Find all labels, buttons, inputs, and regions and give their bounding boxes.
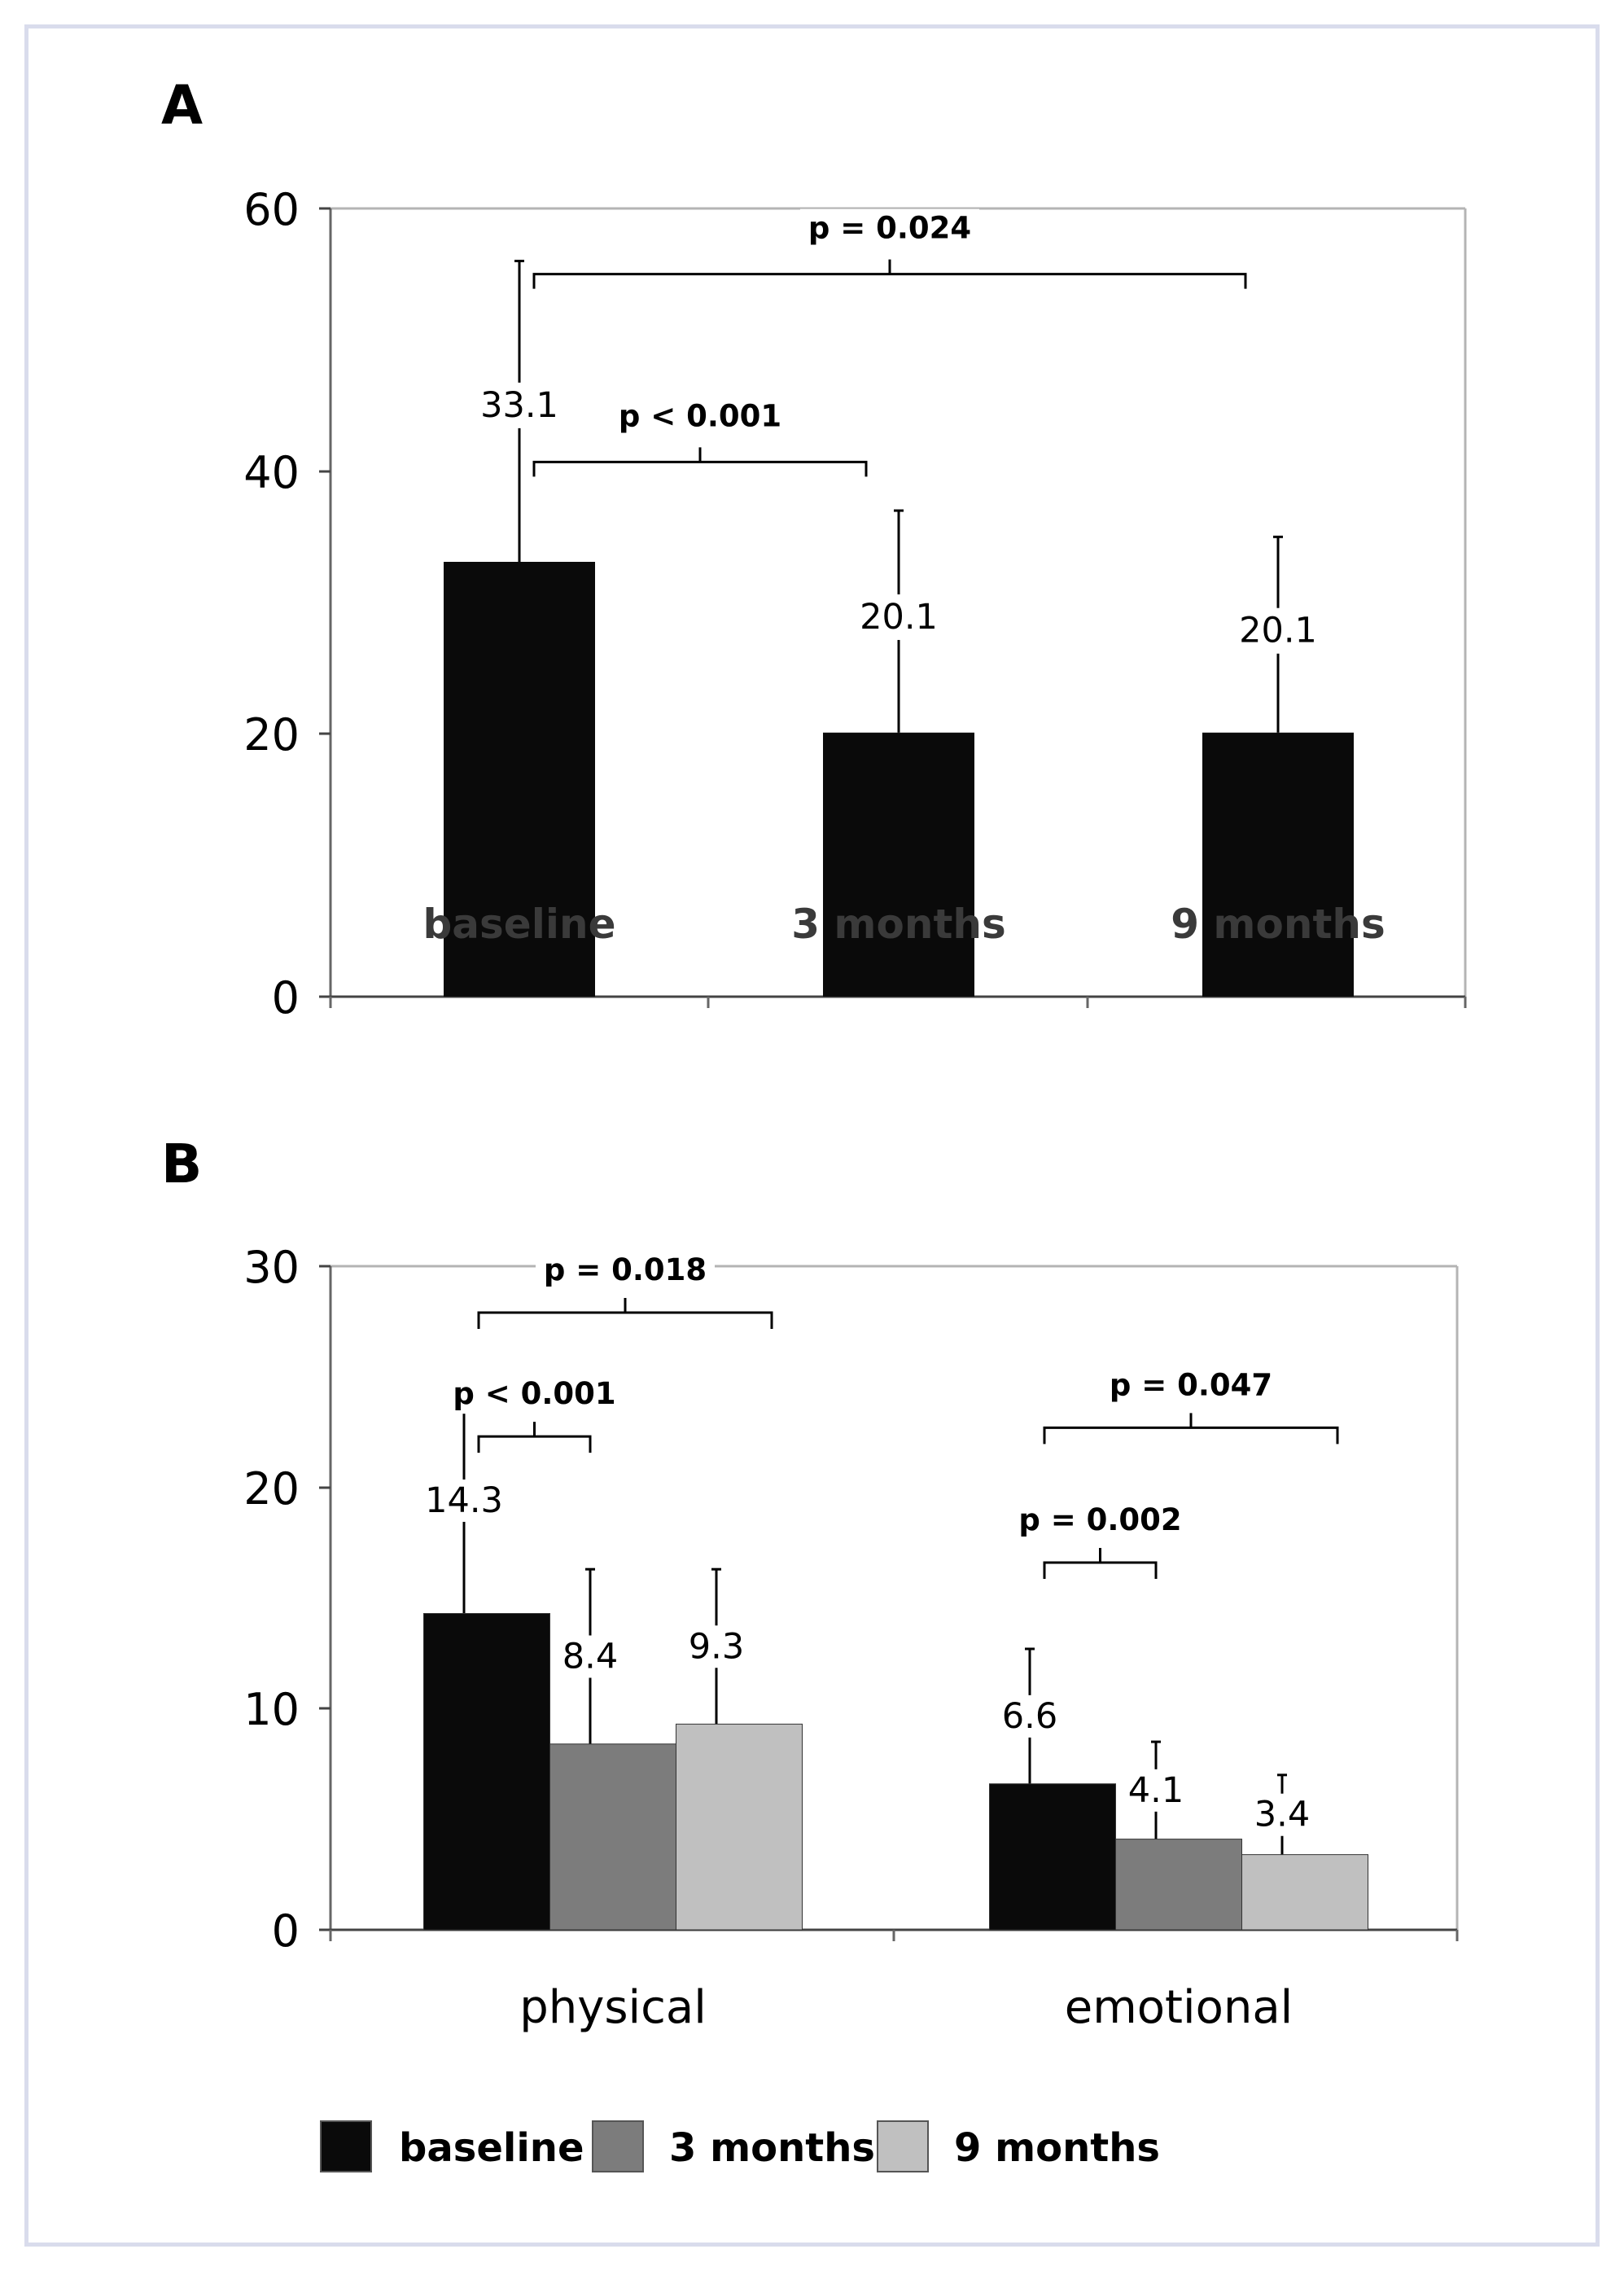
legend-swatch-baseline [320, 2120, 372, 2172]
panel-b-value-label-backing [554, 1635, 626, 1678]
panel-b-value-label-emotional-baseline: 6.6 [1002, 1696, 1057, 1737]
panel-b-significance-label-backing [536, 1251, 715, 1291]
panel-b-value-label-emotional-9-months: 3.4 [1254, 1795, 1310, 1835]
panel-b-value-label-physical-9-months: 9.3 [689, 1626, 744, 1667]
panel-a-value-label-backing [855, 594, 943, 640]
panel-b-significance-label-physical-baseline-9-months: p = 0.018 [544, 1252, 707, 1287]
panel-a-significance-label-baseline-3-months: p < 0.001 [619, 398, 781, 433]
panel-a-category-label-baseline: baseline [423, 901, 616, 948]
panel-a: A 60 40 20 0 [161, 74, 1467, 1024]
panel-b-y-tick-label: 30 [243, 1242, 300, 1293]
panel-a-y-tick-label: 20 [243, 709, 300, 761]
panel-a-significance-label-backing [800, 208, 979, 248]
panel-b-significance-label-backing [1010, 1501, 1190, 1541]
panel-a-category-label-9-months: 9 months [1171, 901, 1385, 948]
panel-b-significance-label-emotional-baseline-3-months: p = 0.002 [1018, 1502, 1181, 1537]
panel-b-y-tick-label: 10 [243, 1684, 300, 1735]
panel-a-y-tick-label: 40 [243, 447, 300, 498]
panel-b-legend: baseline 3 months 9 months [320, 2120, 1160, 2172]
panel-b-value-label-backing [1246, 1793, 1318, 1836]
panel-a-value-label-baseline: 33.1 [480, 385, 558, 426]
panel-a-value-label-backing [1234, 607, 1322, 654]
panel-a-y-tick-label: 0 [272, 972, 300, 1024]
panel-b-group-label-physical: physical [519, 1981, 707, 2034]
panel-b-bar-physical-baseline [423, 1613, 550, 1931]
legend-swatch-3-months [592, 2120, 644, 2172]
panel-a-value-label-9-months: 20.1 [1239, 611, 1317, 651]
panel-a-category-label-3-months: 3 months [791, 901, 1006, 948]
panel-b-y-tick-label: 0 [272, 1905, 300, 1957]
legend-label-9-months: 9 months [954, 2125, 1160, 2171]
panel-b-value-label-physical-baseline: 14.3 [425, 1480, 503, 1521]
panel-a-value-label-backing [475, 382, 563, 428]
panel-a-bar-9-months [1202, 732, 1354, 997]
panel-b-value-label-physical-3-months: 8.4 [562, 1636, 618, 1677]
panel-b-y-tick-label: 20 [243, 1463, 300, 1515]
panel-b-y-ticks: 30 20 10 0 [243, 1242, 330, 1957]
panel-b-significance-label-backing [444, 1374, 624, 1414]
panel-a-y-ticks: 60 40 20 0 [243, 184, 330, 1024]
panel-a-bar-baseline [444, 561, 595, 997]
panel-a-label: A [161, 74, 203, 137]
panel-b-value-label-backing [428, 1479, 500, 1522]
panel-b-bar-emotional-9-months [1241, 1854, 1368, 1931]
panel-b-significance-label-emotional-baseline-9-months: p = 0.047 [1110, 1367, 1272, 1402]
panel-b-bar-emotional-baseline [989, 1783, 1116, 1931]
panel-b-bar-emotional-3-months [1115, 1839, 1242, 1931]
panel-b-significance-label-backing [1101, 1366, 1280, 1405]
panel-b-significance-label-physical-baseline-3-months: p < 0.001 [453, 1376, 615, 1411]
panel-a-significance-label-baseline-9-months: p = 0.024 [808, 211, 971, 246]
panel-b-significance-bracket-physical-baseline-9-months [477, 1298, 773, 1330]
legend-swatch-9-months [877, 2120, 929, 2172]
panel-b-value-label-backing [1120, 1769, 1192, 1812]
panel-a-y-tick-label: 60 [243, 184, 300, 235]
panel-b-value-label-backing [681, 1625, 752, 1668]
panel-b-significance-bracket-physical-baseline-3-months [477, 1422, 592, 1453]
panel-a-bar-3-months [823, 732, 974, 997]
panel-b-bar-physical-3-months [549, 1743, 676, 1931]
legend-label-baseline: baseline [399, 2125, 584, 2171]
panel-a-value-label-3-months: 20.1 [860, 597, 938, 638]
panel-b-label: B [161, 1133, 202, 1195]
panel-b: B 30 20 10 0 [161, 1133, 1459, 2172]
panel-a-significance-bracket-baseline-3-months [532, 447, 868, 477]
panel-b-value-label-backing [994, 1694, 1066, 1738]
panel-b-significance-bracket-emotional-baseline-9-months [1043, 1413, 1339, 1445]
panel-b-value-label-emotional-3-months: 4.1 [1128, 1770, 1184, 1811]
panel-a-significance-label-backing [611, 397, 790, 436]
panel-b-significance-bracket-emotional-baseline-3-months [1043, 1548, 1158, 1580]
panel-b-bar-physical-9-months [676, 1723, 803, 1931]
panel-b-group-label-emotional: emotional [1065, 1981, 1293, 2034]
legend-label-3-months: 3 months [669, 2125, 875, 2171]
panel-a-significance-bracket-baseline-9-months [532, 259, 1247, 289]
